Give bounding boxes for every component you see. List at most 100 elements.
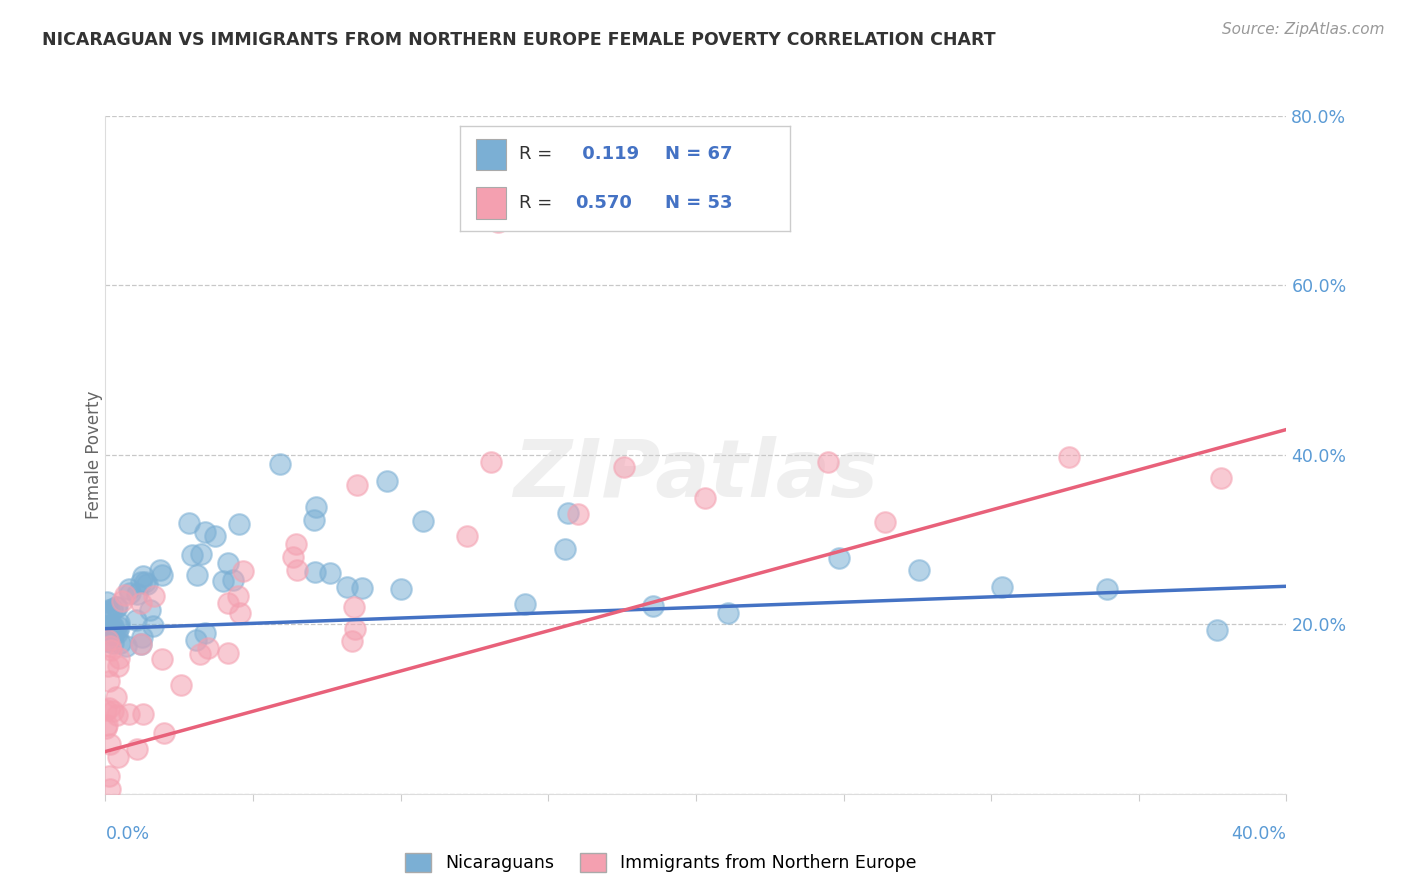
Nicaraguans (104, 625, 127, 640)
Nicaraguans (305, 500, 328, 514)
Nicaraguans (181, 548, 204, 562)
Nicaraguans (101, 602, 124, 616)
Immigrants from Northern Europe (150, 651, 173, 665)
Nicaraguans (194, 626, 217, 640)
Immigrants from Northern Europe (873, 515, 896, 529)
Nicaraguans (105, 600, 128, 615)
Immigrants from Northern Europe (98, 737, 121, 751)
Immigrants from Northern Europe (340, 634, 363, 648)
Text: NICARAGUAN VS IMMIGRANTS FROM NORTHERN EUROPE FEMALE POVERTY CORRELATION CHART: NICARAGUAN VS IMMIGRANTS FROM NORTHERN E… (42, 31, 995, 49)
Immigrants from Northern Europe (108, 651, 131, 665)
Immigrants from Northern Europe (97, 674, 120, 689)
Immigrants from Northern Europe (94, 703, 117, 717)
Nicaraguans (217, 557, 239, 571)
Bar (477, 139, 506, 170)
Immigrants from Northern Europe (217, 596, 239, 610)
Immigrants from Northern Europe (105, 690, 128, 704)
Immigrants from Northern Europe (1057, 450, 1080, 464)
Nicaraguans (269, 457, 291, 471)
Nicaraguans (1206, 623, 1229, 637)
Immigrants from Northern Europe (111, 594, 134, 608)
Text: R =: R = (519, 145, 558, 163)
Immigrants from Northern Europe (98, 782, 121, 797)
Immigrants from Northern Europe (97, 633, 120, 648)
Nicaraguans (211, 574, 233, 588)
Nicaraguans (186, 567, 208, 582)
Nicaraguans (97, 603, 120, 617)
Nicaraguans (131, 631, 153, 645)
Nicaraguans (96, 595, 118, 609)
Immigrants from Northern Europe (693, 491, 716, 505)
Immigrants from Northern Europe (285, 537, 308, 551)
Nicaraguans (319, 566, 342, 581)
Immigrants from Northern Europe (105, 707, 128, 722)
Nicaraguans (139, 602, 162, 616)
Immigrants from Northern Europe (346, 478, 368, 492)
Immigrants from Northern Europe (96, 722, 118, 736)
Nicaraguans (101, 619, 124, 633)
Nicaraguans (336, 580, 359, 594)
Nicaraguans (827, 551, 849, 566)
Nicaraguans (118, 582, 141, 596)
Nicaraguans (125, 613, 148, 627)
Nicaraguans (194, 524, 217, 539)
Text: 0.0%: 0.0% (105, 825, 149, 843)
Nicaraguans (190, 547, 212, 561)
Nicaraguans (412, 514, 434, 528)
Nicaraguans (228, 517, 250, 532)
Immigrants from Northern Europe (479, 455, 502, 469)
Nicaraguans (184, 633, 207, 648)
Nicaraguans (132, 568, 155, 582)
Immigrants from Northern Europe (170, 678, 193, 692)
Nicaraguans (100, 627, 122, 641)
Immigrants from Northern Europe (281, 549, 304, 564)
Nicaraguans (120, 585, 142, 599)
Text: 40.0%: 40.0% (1232, 825, 1286, 843)
Immigrants from Northern Europe (100, 643, 122, 657)
Immigrants from Northern Europe (96, 717, 118, 731)
Immigrants from Northern Europe (817, 455, 839, 469)
Legend: Nicaraguans, Immigrants from Northern Europe: Nicaraguans, Immigrants from Northern Eu… (398, 846, 924, 879)
Nicaraguans (98, 622, 121, 636)
Text: N = 67: N = 67 (665, 145, 733, 163)
Immigrants from Northern Europe (129, 637, 152, 651)
Immigrants from Northern Europe (142, 589, 165, 603)
Nicaraguans (94, 619, 117, 633)
Text: R =: R = (519, 194, 558, 211)
Nicaraguans (1095, 582, 1118, 597)
Nicaraguans (142, 619, 165, 633)
Nicaraguans (513, 597, 536, 611)
Nicaraguans (105, 626, 128, 640)
Nicaraguans (389, 582, 412, 596)
Text: N = 53: N = 53 (665, 194, 733, 211)
Immigrants from Northern Europe (125, 742, 148, 756)
Y-axis label: Female Poverty: Female Poverty (86, 391, 103, 519)
Nicaraguans (908, 563, 931, 577)
Nicaraguans (304, 513, 326, 527)
Immigrants from Northern Europe (114, 589, 136, 603)
Nicaraguans (129, 575, 152, 590)
Immigrants from Northern Europe (486, 215, 509, 229)
Nicaraguans (108, 616, 131, 631)
Text: 0.570: 0.570 (575, 194, 633, 211)
Nicaraguans (96, 634, 118, 648)
Nicaraguans (98, 618, 121, 632)
Nicaraguans (101, 636, 124, 650)
Nicaraguans (641, 599, 664, 613)
Nicaraguans (557, 506, 579, 520)
Text: Source: ZipAtlas.com: Source: ZipAtlas.com (1222, 22, 1385, 37)
Nicaraguans (135, 577, 157, 591)
Nicaraguans (108, 620, 131, 634)
Nicaraguans (149, 563, 172, 577)
Nicaraguans (101, 619, 124, 633)
Nicaraguans (115, 640, 138, 654)
Immigrants from Northern Europe (232, 564, 254, 578)
Nicaraguans (554, 541, 576, 556)
Immigrants from Northern Europe (129, 596, 152, 610)
Immigrants from Northern Europe (107, 659, 129, 673)
Immigrants from Northern Europe (613, 460, 636, 475)
Nicaraguans (105, 599, 128, 614)
Nicaraguans (125, 587, 148, 601)
Immigrants from Northern Europe (98, 640, 121, 654)
Immigrants from Northern Europe (98, 701, 121, 715)
